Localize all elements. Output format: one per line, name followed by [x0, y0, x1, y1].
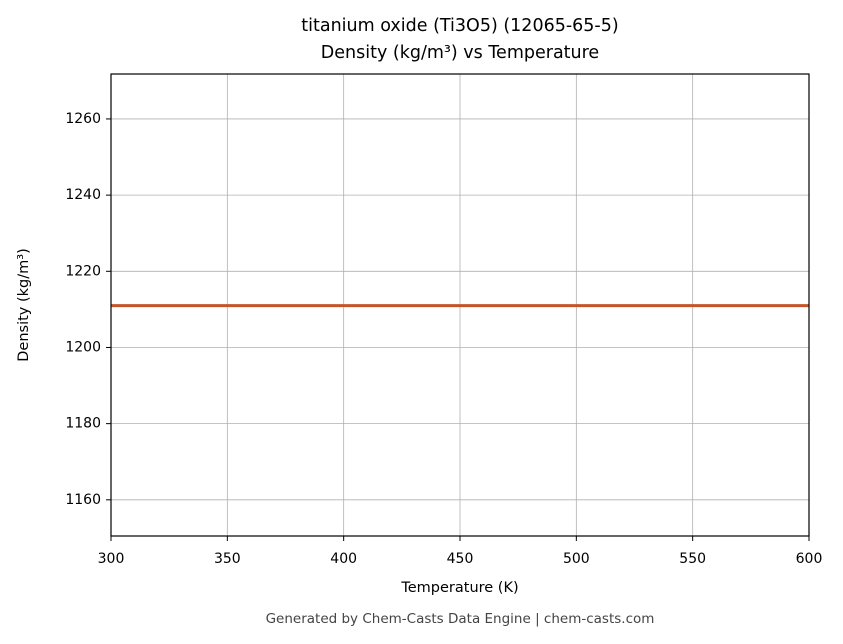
y-tick-label: 1220 [65, 263, 101, 279]
footer: Generated by Chem-Casts Data Engine | ch… [266, 611, 655, 627]
x-tick-label: 400 [330, 551, 357, 567]
y-tick-label: 1260 [65, 111, 101, 127]
y-tick-label: 1180 [65, 416, 101, 432]
y-tick-label: 1160 [65, 492, 101, 508]
x-axis-label: Temperature (K) [400, 580, 518, 596]
x-tick-label: 300 [98, 551, 125, 567]
chart-title: titanium oxide (Ti3O5) (12065-65-5) [301, 16, 618, 36]
plot-frame [110, 73, 810, 537]
y-tick-label: 1200 [65, 339, 101, 355]
x-tick-label: 600 [796, 551, 823, 567]
x-tick-label: 350 [214, 551, 241, 567]
chart-subtitle: Density (kg/m³) vs Temperature [321, 43, 599, 63]
x-tick-label: 550 [679, 551, 706, 567]
x-tick-label: 450 [447, 551, 474, 567]
x-tick-label: 500 [563, 551, 590, 567]
y-tick-label: 1240 [65, 187, 101, 203]
y-axis-label: Density (kg/m³) [16, 248, 32, 361]
